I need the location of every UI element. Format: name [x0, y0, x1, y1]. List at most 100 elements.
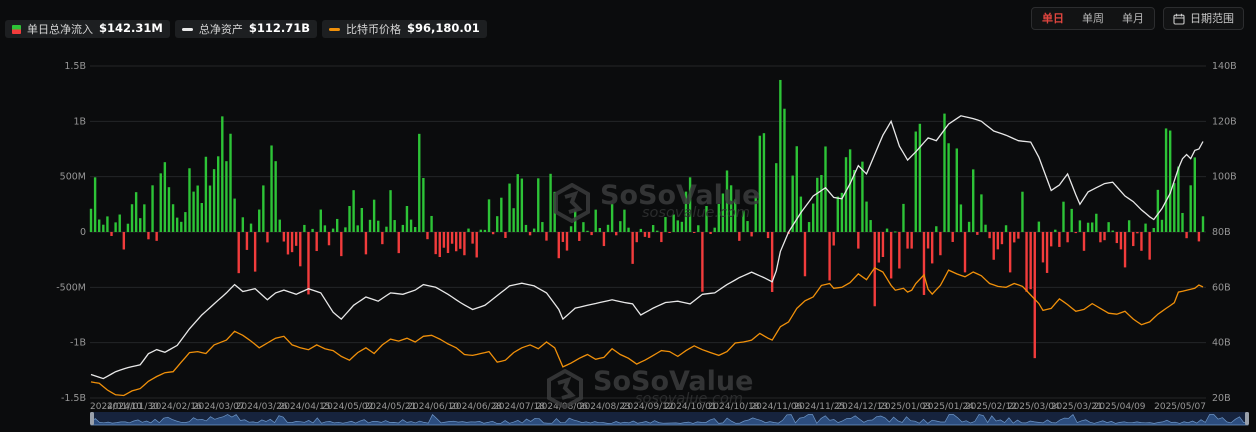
outflow-bar[interactable]: [364, 232, 368, 255]
inflow-bar[interactable]: [664, 217, 667, 232]
inflow-bar[interactable]: [713, 227, 716, 232]
outflow-bar[interactable]: [1103, 232, 1106, 241]
inflow-bar[interactable]: [762, 133, 766, 232]
inflow-bar[interactable]: [902, 203, 905, 232]
inflow-bar[interactable]: [212, 169, 216, 232]
inflow-bar[interactable]: [980, 194, 983, 232]
inflow-bar[interactable]: [967, 221, 971, 232]
outflow-bar[interactable]: [147, 232, 150, 240]
outflow-bar[interactable]: [602, 232, 606, 247]
inflow-bar[interactable]: [619, 221, 622, 232]
outflow-bar[interactable]: [750, 232, 753, 237]
inflow-bar[interactable]: [1177, 166, 1180, 232]
inflow-bar[interactable]: [413, 227, 417, 232]
outflow-bar[interactable]: [992, 232, 995, 260]
inflow-bar[interactable]: [721, 193, 725, 232]
outflow-bar[interactable]: [926, 232, 930, 249]
inflow-bar[interactable]: [225, 161, 228, 232]
inflow-bar[interactable]: [836, 196, 840, 232]
inflow-bar[interactable]: [885, 228, 889, 232]
outflow-bar[interactable]: [939, 232, 942, 256]
inflow-bar[interactable]: [196, 185, 199, 232]
outflow-bar[interactable]: [635, 232, 638, 243]
inflow-bar[interactable]: [894, 231, 897, 233]
inflow-bar[interactable]: [524, 224, 528, 232]
outflow-bar[interactable]: [471, 232, 474, 244]
inflow-bar[interactable]: [1164, 128, 1168, 232]
outflow-bar[interactable]: [1119, 232, 1123, 250]
inflow-bar[interactable]: [171, 204, 175, 232]
inflow-bar[interactable]: [348, 205, 351, 232]
inflow-bar[interactable]: [405, 205, 409, 232]
outflow-bar[interactable]: [290, 232, 294, 253]
outflow-bar[interactable]: [590, 232, 593, 236]
inflow-bar[interactable]: [249, 223, 253, 232]
inflow-bar[interactable]: [549, 173, 552, 232]
legend-item-net-assets[interactable]: 总净资产 $112.71B: [174, 20, 317, 38]
inflow-bar[interactable]: [217, 156, 220, 232]
inflow-bar[interactable]: [1086, 222, 1090, 232]
inflow-bar[interactable]: [1160, 219, 1164, 232]
inflow-bar[interactable]: [274, 161, 277, 232]
inflow-bar[interactable]: [204, 156, 208, 232]
inflow-bar[interactable]: [865, 201, 868, 232]
outflow-bar[interactable]: [1123, 232, 1127, 268]
inflow-bar[interactable]: [651, 225, 655, 232]
outflow-bar[interactable]: [1115, 232, 1119, 244]
inflow-bar[interactable]: [935, 226, 938, 232]
outflow-bar[interactable]: [1132, 232, 1135, 247]
inflow-bar[interactable]: [697, 225, 700, 232]
inflow-bar[interactable]: [1091, 222, 1094, 232]
outflow-bar[interactable]: [1082, 232, 1086, 251]
inflow-bar[interactable]: [783, 108, 786, 232]
inflow-bar[interactable]: [508, 183, 511, 232]
outflow-bar[interactable]: [463, 232, 466, 256]
inflow-bar[interactable]: [729, 185, 733, 232]
outflow-bar[interactable]: [631, 232, 634, 264]
outflow-bar[interactable]: [565, 232, 569, 251]
outflow-bar[interactable]: [1000, 232, 1004, 245]
inflow-bar[interactable]: [779, 79, 782, 233]
inflow-bar[interactable]: [389, 190, 392, 232]
inflow-bar[interactable]: [93, 177, 97, 232]
outflow-bar[interactable]: [951, 232, 954, 242]
inflow-bar[interactable]: [159, 173, 162, 232]
outflow-bar[interactable]: [738, 232, 741, 241]
inflow-bar[interactable]: [278, 219, 281, 232]
inflow-bar[interactable]: [639, 228, 643, 232]
outflow-bar[interactable]: [996, 232, 1000, 250]
outflow-bar[interactable]: [282, 232, 286, 242]
date-range-button[interactable]: 日期范围: [1163, 7, 1244, 30]
inflow-bar[interactable]: [500, 197, 503, 232]
inflow-bar[interactable]: [483, 229, 487, 232]
outflow-bar[interactable]: [454, 232, 458, 252]
inflow-bar[interactable]: [180, 221, 183, 232]
inflow-bar[interactable]: [393, 220, 396, 232]
inflow-bar[interactable]: [323, 225, 327, 232]
outflow-bar[interactable]: [1017, 232, 1020, 239]
inflow-bar[interactable]: [1201, 216, 1205, 232]
navigator-right-handle[interactable]: [1245, 412, 1249, 425]
inflow-bar[interactable]: [467, 228, 470, 232]
outflow-bar[interactable]: [766, 232, 770, 239]
outflow-bar[interactable]: [857, 232, 860, 249]
outflow-bar[interactable]: [906, 232, 909, 249]
outflow-bar[interactable]: [446, 232, 450, 254]
period-monthly-button[interactable]: 单月: [1122, 12, 1144, 25]
outflow-bar[interactable]: [1185, 232, 1188, 239]
inflow-bar[interactable]: [1037, 221, 1041, 232]
outflow-bar[interactable]: [647, 232, 651, 238]
inflow-bar[interactable]: [1111, 230, 1114, 232]
outflow-bar[interactable]: [450, 232, 454, 244]
outflow-bar[interactable]: [668, 232, 671, 233]
inflow-bar[interactable]: [680, 221, 684, 232]
inflow-bar[interactable]: [106, 216, 109, 232]
inflow-bar[interactable]: [1173, 183, 1176, 232]
outflow-bar[interactable]: [397, 232, 400, 254]
inflow-bar[interactable]: [598, 228, 602, 232]
outflow-bar[interactable]: [643, 232, 647, 237]
inflow-bar[interactable]: [1021, 191, 1024, 232]
inflow-bar[interactable]: [184, 212, 187, 232]
outflow-bar[interactable]: [1197, 232, 1201, 242]
outflow-bar[interactable]: [692, 232, 696, 233]
